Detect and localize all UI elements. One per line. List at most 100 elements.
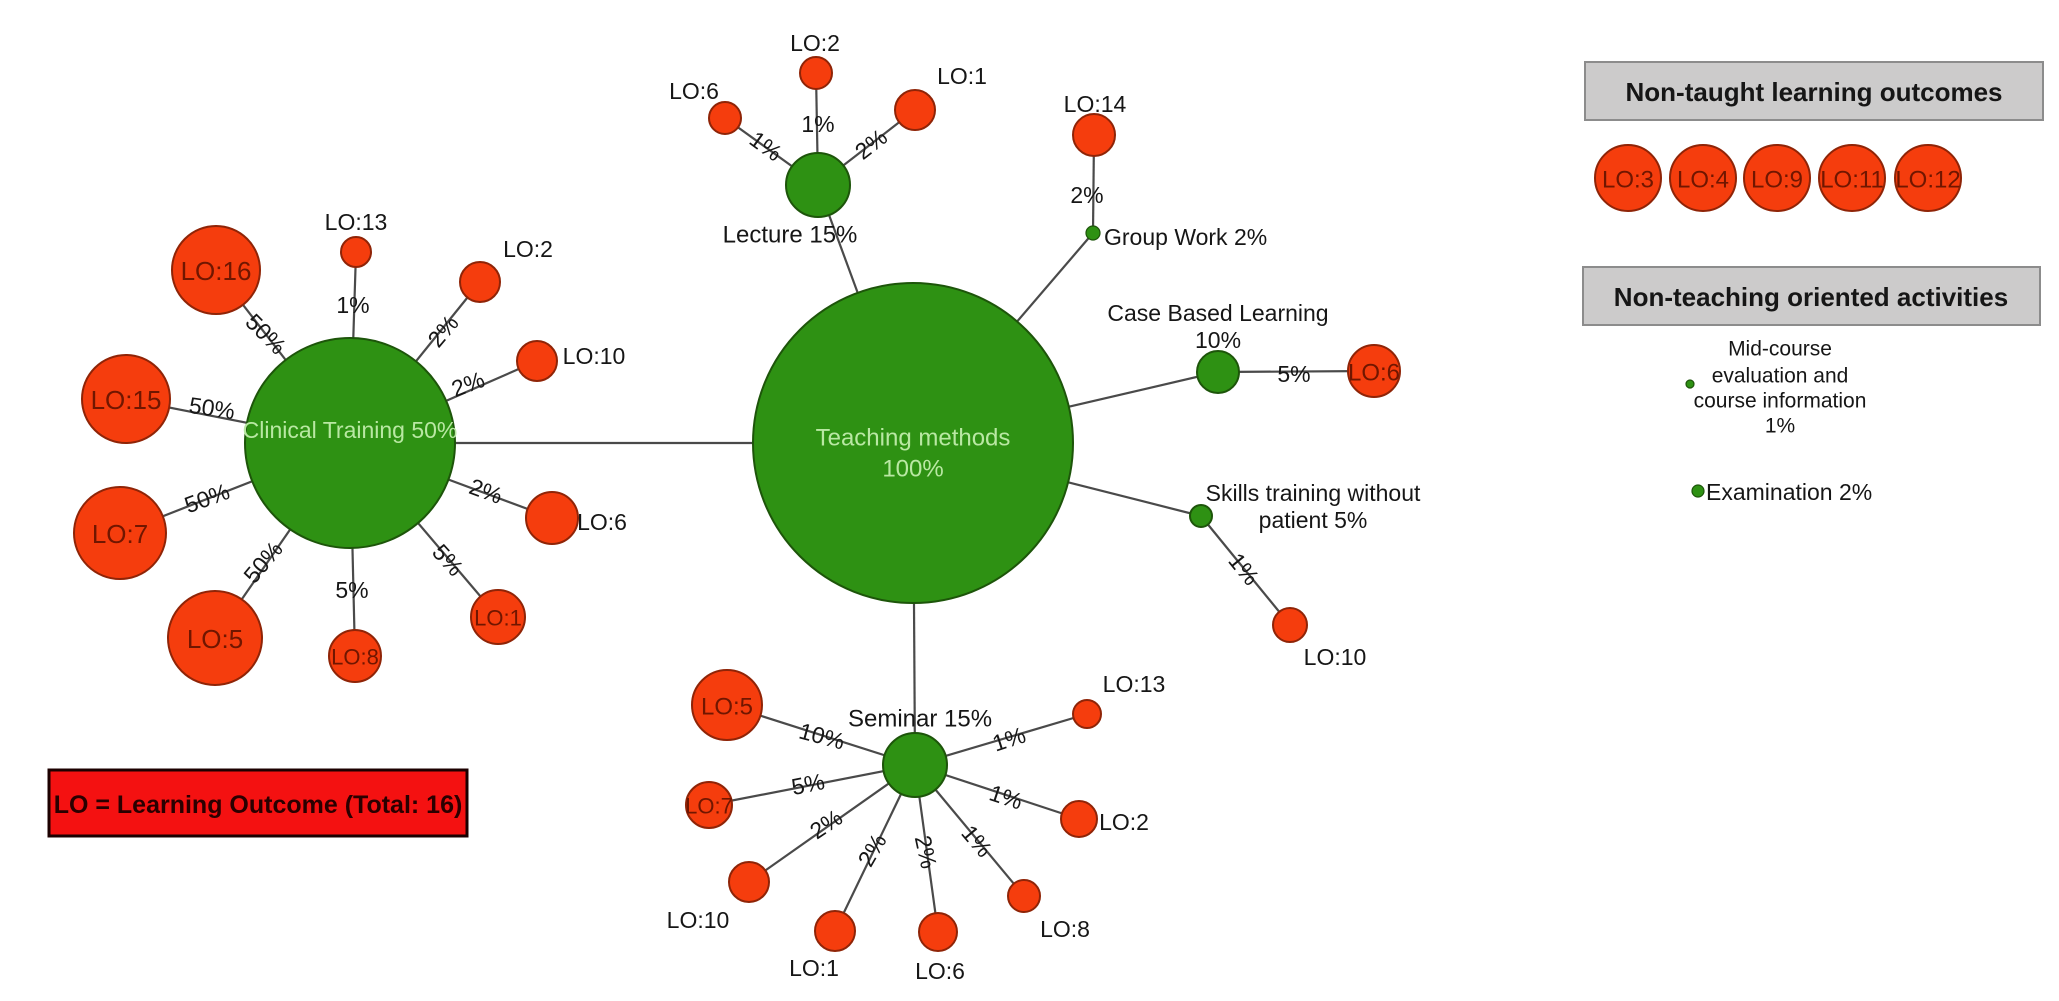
node-middot [1685, 379, 1695, 389]
node-label-lo2-lecture: LO:2 [790, 30, 840, 56]
pct-clinical-lo13: 1% [336, 292, 369, 318]
seminar-label: Seminar 15% [848, 705, 992, 732]
node-lo10s [1272, 607, 1308, 643]
examination-label: Examination 2% [1706, 479, 1872, 505]
node-lo6l [708, 101, 742, 135]
node-label-lo6-case: LO:6 [1348, 359, 1400, 386]
skills-training-label-line2: patient 5% [1259, 507, 1368, 533]
node-label-lo1-seminar: LO:1 [789, 955, 839, 981]
node-lo4p [1669, 144, 1737, 212]
midcourse-line2: evaluation and [1712, 364, 1849, 387]
node-lo1se [814, 910, 856, 952]
node-label-lo4-panel: LO:4 [1677, 166, 1729, 193]
non-taught-panel-box [1584, 61, 2044, 121]
node-lo16c [171, 225, 261, 315]
node-lo7c [73, 486, 167, 580]
case-based-learning-label: Case Based Learning [1107, 300, 1328, 326]
node-label-lo1-clinical: LO:1 [474, 606, 522, 631]
node-lo6cb [1347, 344, 1401, 398]
node-lo10se [728, 861, 770, 903]
group-work-label: Group Work 2% [1104, 224, 1267, 250]
node-lo11p [1818, 144, 1886, 212]
node-lo12p [1894, 144, 1962, 212]
node-label-lo7-clinical: LO:7 [92, 519, 148, 549]
node-lo14g [1072, 113, 1116, 157]
node-label-lo5-seminar: LO:5 [701, 693, 753, 720]
node-skills [1189, 504, 1213, 528]
node-label-lo10-skills: LO:10 [1304, 644, 1367, 670]
node-lo9p [1743, 144, 1811, 212]
node-label-lo6-seminar: LO:6 [915, 958, 965, 984]
node-label-lo8-clinical: LO:8 [331, 645, 379, 670]
node-lo3p [1594, 144, 1662, 212]
midcourse-line3: course information [1694, 389, 1867, 412]
edge-seminar-lo10se [748, 764, 916, 883]
panel-title-non-teaching: Non-teaching oriented activities [1614, 282, 2008, 312]
node-case [1196, 350, 1240, 394]
node-seminar [882, 732, 948, 798]
node-label-lo6-clinical: LO:6 [577, 509, 627, 535]
teaching-methods-percent: 100% [882, 455, 943, 482]
node-label-lo5-clinical: LO:5 [187, 624, 243, 654]
node-lo8c [328, 629, 382, 683]
legend-box [47, 768, 469, 838]
node-lo15c [81, 354, 171, 444]
non-teaching-panel-box [1582, 266, 2041, 326]
node-label-lo7-seminar: LO:7 [685, 794, 733, 819]
node-label-lo14: LO:14 [1064, 91, 1127, 117]
pct-case-lo6: 5% [1277, 361, 1310, 387]
node-label-lo3-panel: LO:3 [1602, 166, 1654, 193]
node-lo13se [1072, 699, 1102, 729]
panel-title-non-taught: Non-taught learning outcomes [1626, 77, 2003, 107]
node-label-lo2-clinical: LO:2 [503, 236, 553, 262]
midcourse-percent: 1% [1765, 414, 1795, 437]
clinical-training-label: Clinical Training 50% [243, 417, 458, 443]
node-label-lo9-panel: LO:9 [1751, 166, 1803, 193]
node-lo5se [691, 669, 763, 741]
node-lo2c [459, 261, 501, 303]
node-lo10c [516, 340, 558, 382]
node-lo8se [1007, 879, 1041, 913]
node-lo6se [918, 912, 958, 952]
teaching-methods-label: Teaching methods [816, 424, 1011, 451]
node-label-lo13-seminar: LO:13 [1103, 671, 1166, 697]
edge-seminar-lo7se [708, 763, 916, 807]
pct-clinical-lo15: 50% [187, 392, 236, 424]
node-lo13c [340, 236, 372, 268]
node-lo2l [799, 56, 833, 90]
node-lo6c [525, 491, 579, 545]
node-label-lo1-lecture: LO:1 [937, 63, 987, 89]
node-teaching [752, 282, 1074, 604]
node-label-lo12-panel: LO:12 [1895, 166, 1960, 193]
node-lo7se [685, 781, 733, 829]
case-based-learning-percent: 10% [1195, 327, 1241, 353]
lecture-label: Lecture 15% [723, 221, 858, 248]
node-label-lo11-panel: LO:11 [1820, 166, 1884, 193]
pct-lecture-lo2: 1% [801, 111, 834, 137]
node-examdot [1691, 484, 1705, 498]
node-clinical [244, 337, 456, 549]
node-groupdot [1085, 225, 1101, 241]
node-label-lo10-clinical: LO:10 [563, 343, 626, 369]
node-lecture [785, 152, 851, 218]
node-lo1c [470, 589, 526, 645]
node-label-lo6-lecture: LO:6 [669, 78, 719, 104]
node-label-lo2-seminar: LO:2 [1099, 809, 1149, 835]
legend-text: LO = Learning Outcome (Total: 16) [54, 791, 463, 819]
pct-groupwork-lo14: 2% [1070, 182, 1103, 208]
node-lo2se [1060, 800, 1098, 838]
node-label-lo16: LO:16 [181, 256, 252, 286]
pct-clinical-lo8: 5% [335, 577, 368, 603]
node-label-lo10-seminar: LO:10 [667, 907, 730, 933]
pct-seminar-lo7: 5% [789, 768, 827, 800]
node-lo1l [894, 89, 936, 131]
edge-skills-lo10s [1200, 515, 1291, 626]
node-label-lo15: LO:15 [91, 385, 162, 415]
midcourse-line1: Mid-course [1728, 337, 1832, 360]
node-label-lo8-seminar: LO:8 [1040, 916, 1090, 942]
node-lo5c [167, 590, 263, 686]
node-label-lo13-clinical: LO:13 [325, 209, 388, 235]
skills-training-label-line1: Skills training without [1206, 480, 1421, 506]
